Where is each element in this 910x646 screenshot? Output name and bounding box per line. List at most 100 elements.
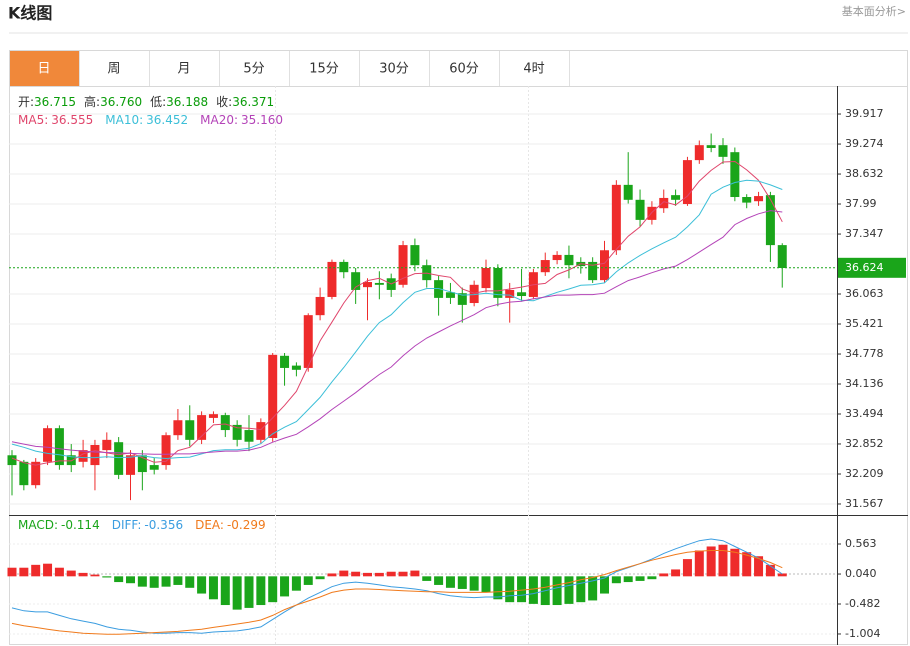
macd-bar — [422, 576, 432, 581]
last-price-box — [838, 257, 906, 278]
candle-body — [268, 354, 278, 438]
macd-bar — [90, 574, 100, 577]
candle-body — [315, 296, 325, 316]
legend-name: MA20: — [200, 113, 238, 127]
macd-bar — [706, 546, 716, 577]
macd-bar — [327, 573, 337, 577]
legend-value: 35.160 — [241, 113, 283, 127]
y-tick-label: 36.063 — [845, 287, 884, 300]
candle-body — [647, 206, 657, 220]
legend-name: MA5: — [18, 113, 48, 127]
legend-value: 36.555 — [51, 113, 93, 127]
indicator-line — [11, 538, 783, 634]
macd-bar — [66, 570, 76, 577]
macd-bar — [303, 576, 313, 585]
candle-body — [78, 450, 88, 462]
macd-bar — [19, 567, 29, 577]
macd-bar — [315, 576, 325, 580]
macd-bar — [208, 576, 218, 600]
candle-body — [291, 365, 301, 370]
legend-name: MACD: — [18, 518, 58, 532]
candle-body — [398, 245, 408, 285]
macd-bar — [777, 573, 787, 577]
macd-bar — [457, 576, 467, 589]
page-title: K线图 — [8, 4, 52, 23]
macd-bar — [220, 576, 230, 606]
candle-body — [173, 420, 183, 436]
y-tick-label: 38.632 — [845, 167, 884, 180]
macd-bar — [434, 576, 444, 585]
tab[interactable]: 5分 — [243, 62, 264, 77]
candle-body — [588, 261, 598, 281]
y-tick-label: 33.494 — [845, 407, 884, 420]
y-tick-label: 37.99 — [845, 197, 877, 210]
tab[interactable]: 60分 — [449, 62, 479, 77]
chart-frame — [9, 50, 908, 645]
y-tick-label: 39.274 — [845, 137, 884, 150]
tab[interactable]: 月 — [177, 62, 190, 77]
macd-bar — [232, 576, 242, 610]
macd-bar — [410, 570, 420, 577]
candle-body — [327, 261, 337, 297]
candle-body — [564, 254, 574, 266]
ohlc-value: 36.760 — [100, 95, 142, 109]
fundamentals-link[interactable]: 基本面分析> — [842, 4, 906, 18]
candle-body — [185, 420, 195, 440]
macd-bar — [505, 576, 515, 603]
macd-bar — [398, 571, 408, 577]
legend-value: -0.356 — [144, 518, 183, 532]
ohlc-value: 36.371 — [232, 95, 274, 109]
candle-body — [540, 260, 550, 273]
tab-active-bg — [10, 51, 79, 86]
indicator-line — [11, 179, 783, 460]
tab[interactable]: 30分 — [379, 62, 409, 77]
macd-bar — [445, 576, 455, 588]
macd-bar — [493, 576, 503, 600]
macd-bar — [694, 550, 704, 577]
ohlc-label: 收: — [216, 95, 232, 109]
candle-body — [694, 145, 704, 161]
legend-name: DIFF: — [112, 518, 142, 532]
ohlc-value: 36.188 — [166, 95, 208, 109]
candle-body — [505, 289, 515, 298]
candle-body — [671, 195, 681, 200]
candle-body — [256, 422, 266, 440]
tab[interactable]: 4时 — [523, 62, 544, 77]
candle-body — [600, 250, 609, 281]
macd-bar — [137, 576, 147, 587]
legend: MA5: 36.555 MA10: 36.452 MA20: 35.160 — [18, 113, 283, 127]
y-tick-label: 32.852 — [845, 437, 884, 450]
macd-bar — [126, 576, 135, 584]
macd-bar — [647, 576, 657, 580]
y-tick-label: 0.040 — [845, 567, 877, 580]
tab[interactable]: 15分 — [309, 62, 339, 77]
candle-body — [445, 292, 455, 298]
candle-body — [43, 428, 53, 462]
macd-bar — [363, 572, 372, 577]
candle-body — [682, 160, 692, 205]
candle-body — [517, 292, 527, 297]
y-tick-label: 37.347 — [845, 227, 884, 240]
macd-bar — [54, 567, 64, 577]
macd-bar — [718, 544, 728, 577]
candle-body — [126, 455, 135, 475]
macd-bar — [268, 576, 278, 603]
tab[interactable]: 日 — [37, 62, 50, 77]
candle-body — [7, 455, 17, 466]
candle-body — [765, 195, 775, 246]
y-tick-label: 34.778 — [845, 347, 884, 360]
y-tick-label: -1.004 — [845, 627, 880, 640]
candle-body — [339, 261, 349, 273]
macd-bar — [611, 576, 621, 584]
candle-body — [351, 272, 361, 290]
y-tick-label: 31.567 — [845, 497, 884, 510]
ohlc-label: 低: — [150, 95, 166, 109]
candle-body — [493, 267, 503, 298]
candle-body — [410, 245, 420, 266]
macd-bar — [671, 569, 681, 577]
y-tick-label: 0.563 — [845, 537, 877, 550]
last-price-label: 36.624 — [845, 261, 884, 274]
macd-bar — [588, 576, 598, 601]
candle-body — [718, 145, 728, 157]
tab[interactable]: 周 — [107, 62, 120, 77]
